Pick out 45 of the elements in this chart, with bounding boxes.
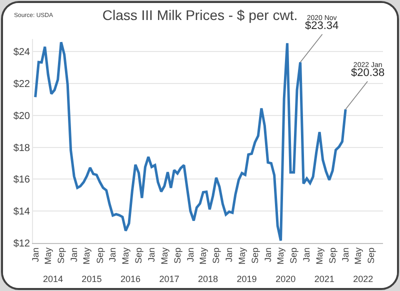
- x-tick-label: Sep: [56, 247, 66, 264]
- x-tick-label: Jan: [224, 247, 234, 262]
- x-tick-label: Jan: [30, 247, 40, 262]
- x-tick-label: Sep: [134, 247, 144, 264]
- x-tick-label: Sep: [172, 247, 182, 264]
- x2-tick-label: 2019: [236, 274, 257, 284]
- x-tick-label: Jan: [185, 247, 196, 262]
- y-tick-label: $14: [13, 206, 30, 218]
- x-tick-label: Jan: [69, 247, 80, 262]
- x2-tick-label: 2020: [276, 274, 296, 284]
- x2-tick-label: 2016: [120, 274, 141, 284]
- y-tick-label: $22: [13, 79, 30, 90]
- x2-tick-label: 2021: [314, 274, 334, 284]
- x-tick-label: May: [353, 246, 364, 264]
- x-tick-label: Sep: [211, 247, 222, 264]
- x2-tick-label: 2018: [198, 274, 218, 284]
- x-tick-label: May: [198, 246, 208, 264]
- y-tick-label: $24: [13, 47, 30, 58]
- x-tick-label: Jan: [340, 247, 350, 262]
- x-tick-label: May: [159, 246, 170, 264]
- x-tick-label: May: [236, 246, 247, 264]
- y-tick-label: $20: [13, 110, 30, 122]
- x2-tick-label: 2017: [159, 274, 180, 284]
- x-tick-label: Sep: [366, 247, 376, 264]
- x-tick-label: Jan: [146, 247, 157, 262]
- x-tick-label: May: [82, 246, 92, 264]
- x-tick-label: Sep: [94, 247, 105, 264]
- x-tick-label: May: [120, 246, 131, 264]
- y-tick-label: $18: [13, 142, 30, 154]
- x-tick-label: Sep: [328, 247, 338, 264]
- x2-tick-label: 2022: [353, 274, 374, 284]
- x-tick-label: May: [276, 246, 286, 264]
- x-tick-label: Jan: [108, 247, 118, 262]
- x-tick-label: Jan: [262, 247, 273, 262]
- chart-title: Class III Milk Prices - $ per cwt.: [102, 6, 298, 23]
- x-tick-label: May: [42, 246, 53, 264]
- x-tick-label: Sep: [250, 247, 260, 264]
- x-tick-label: Jan: [302, 247, 312, 262]
- x2-tick-label: 2015: [82, 274, 102, 284]
- line-series: [34, 40, 347, 242]
- y-tick-label: $16: [13, 174, 30, 186]
- x-tick-label: May: [314, 246, 324, 264]
- x2-tick-label: 2014: [42, 274, 63, 284]
- y-tick-label: $12: [13, 238, 30, 250]
- x-tick-label: Sep: [288, 247, 299, 264]
